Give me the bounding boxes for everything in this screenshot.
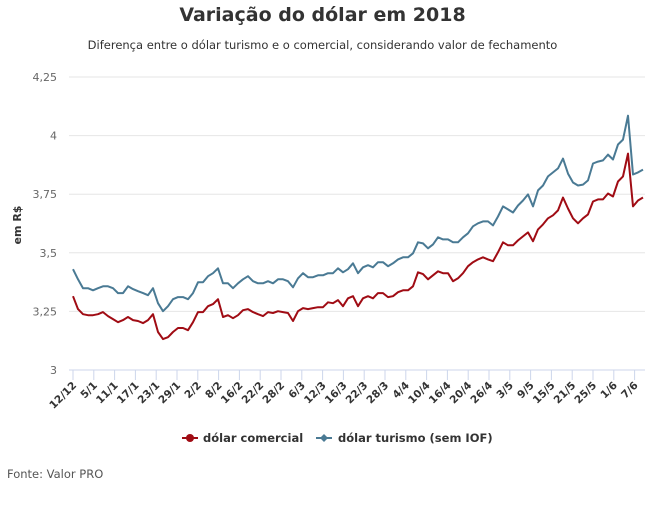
- x-tick-label: 15/5: [531, 380, 558, 407]
- x-tick-label: 16/4: [427, 380, 454, 407]
- x-tick-label: 29/1: [156, 380, 183, 407]
- legend-marker-comercial: [186, 434, 194, 442]
- y-axis-label: em R$: [11, 206, 24, 245]
- legend-item-comercial[interactable]: dólar comercial: [182, 431, 303, 445]
- y-axis-ticks: 3 3,25 3,5 3,75 4 4,25: [33, 71, 58, 377]
- grid-lines: [69, 76, 645, 312]
- x-tick-label: 25/5: [572, 380, 599, 407]
- source-note: Fonte: Valor PRO: [7, 467, 104, 481]
- x-tick-label: 11/1: [94, 380, 121, 407]
- x-tick-label: 23/1: [136, 380, 163, 407]
- legend: dólar comercial dólar turismo (sem IOF): [182, 431, 493, 445]
- x-tick-label: 28/2: [260, 380, 287, 407]
- x-tick-label: 1/6: [598, 380, 620, 402]
- series-lines: [72, 114, 644, 341]
- x-tick-label: 22/2: [240, 380, 267, 407]
- x-tick-label: 3/5: [494, 380, 516, 402]
- x-tick-label: 10/4: [406, 380, 433, 407]
- x-tick-label: 22/3: [344, 380, 371, 407]
- x-tick-label: 12/3: [302, 380, 329, 407]
- y-tick-label: 3: [50, 364, 57, 377]
- x-tick-label: 12/12: [47, 380, 79, 412]
- x-tick-label: 26/4: [468, 380, 495, 407]
- x-tick-label: 20/4: [448, 380, 475, 407]
- legend-label-comercial: dólar comercial: [203, 431, 303, 445]
- x-tick-label: 21/5: [552, 380, 579, 407]
- x-axis-ticks: 12/12 5/111/117/123/129/1 2/2 8/216/222/228…: [47, 370, 641, 412]
- y-tick-label: 3,5: [40, 247, 58, 260]
- chart-title: Variação do dólar em 2018: [179, 4, 466, 26]
- x-tick-label: 16/2: [219, 380, 246, 407]
- y-tick-label: 4: [50, 130, 57, 143]
- y-tick-label: 3,75: [33, 188, 58, 201]
- y-tick-label: 4,25: [33, 71, 58, 84]
- x-tick-label: 17/1: [115, 380, 142, 407]
- x-tick-label: 7/6: [619, 380, 641, 402]
- series-line-comercial[interactable]: [72, 152, 644, 341]
- x-tick-label: 28/3: [364, 380, 391, 407]
- legend-item-turismo[interactable]: dólar turismo (sem IOF): [316, 431, 493, 445]
- legend-label-turismo: dólar turismo (sem IOF): [338, 431, 493, 445]
- x-tick-label: 2/2: [182, 380, 204, 402]
- legend-marker-turismo: [320, 434, 328, 442]
- x-tick-label: 16/3: [323, 380, 350, 407]
- chart-subtitle: Diferença entre o dólar turismo e o come…: [87, 38, 558, 52]
- y-tick-label: 3,25: [33, 305, 58, 318]
- series-line-turismo[interactable]: [72, 114, 644, 313]
